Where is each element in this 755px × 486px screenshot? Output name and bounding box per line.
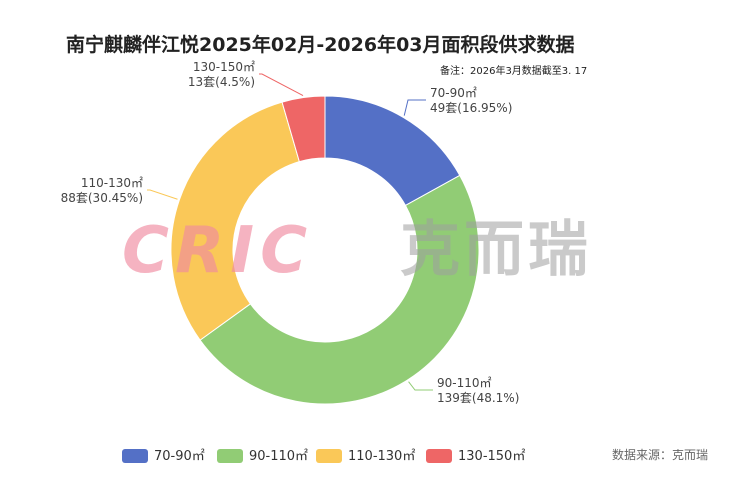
- legend-swatch-4[interactable]: [426, 449, 452, 463]
- chart-note: 备注：2026年3月数据截至3. 17: [440, 66, 588, 77]
- pie-slice-4[interactable]: [281, 95, 326, 163]
- slice-label-1: 70-90㎡: [430, 86, 477, 100]
- slice-count-label-3: 88套(30.45%): [61, 191, 143, 205]
- leader-line-2: [408, 381, 433, 391]
- legend-swatch-2[interactable]: [217, 449, 243, 463]
- legend-item-2[interactable]: 90-110㎡: [249, 449, 308, 464]
- slice-count-label-2: 139套(48.1%): [437, 391, 519, 405]
- legend-swatch-1[interactable]: [122, 449, 148, 463]
- chart-title: 南宁麒麟伴江悦2025年02月-2026年03月面积段供求数据: [66, 34, 575, 56]
- leader-line-4: [259, 73, 304, 96]
- slice-label-4: 130-150㎡: [193, 60, 255, 74]
- watermark-logo-text: CRIC: [122, 214, 313, 288]
- data-source: 数据来源：克而瑞: [612, 448, 709, 462]
- slice-label-3: 110-130㎡: [81, 176, 143, 190]
- slice-label-2: 90-110㎡: [437, 376, 492, 390]
- legend-item-1[interactable]: 70-90㎡: [154, 449, 205, 464]
- leader-line-3: [147, 189, 178, 200]
- legend-item-4[interactable]: 130-150㎡: [458, 449, 525, 464]
- legend-swatch-3[interactable]: [316, 449, 342, 463]
- pie-slice-2[interactable]: [199, 174, 480, 405]
- leader-line-1: [403, 99, 426, 116]
- slice-count-label-4: 13套(4.5%): [188, 75, 255, 89]
- slice-count-label-1: 49套(16.95%): [430, 101, 512, 115]
- legend-item-3[interactable]: 110-130㎡: [348, 449, 415, 464]
- pie-slice-3[interactable]: [170, 101, 300, 341]
- watermark-brand-text: 克而瑞: [400, 215, 592, 285]
